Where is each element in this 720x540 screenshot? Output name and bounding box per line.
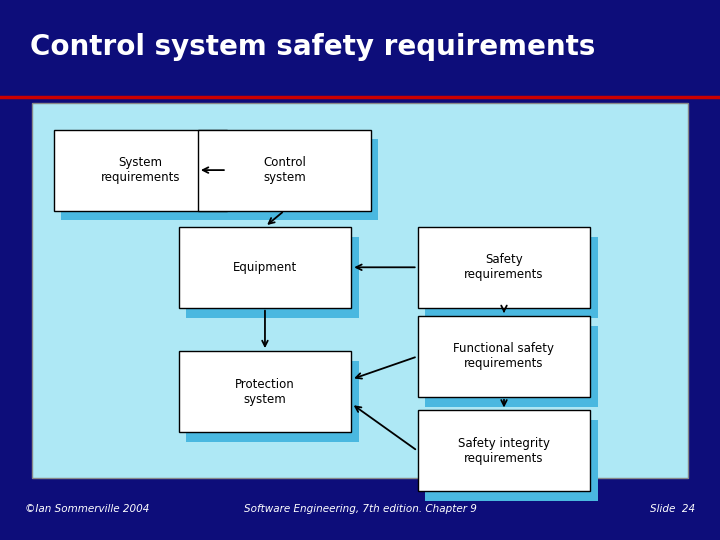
Text: Functional safety
requirements: Functional safety requirements (454, 342, 554, 370)
FancyBboxPatch shape (198, 130, 371, 211)
FancyBboxPatch shape (425, 237, 598, 318)
Bar (0, 0, 720, 94)
Text: Protection
system: Protection system (235, 377, 294, 406)
FancyBboxPatch shape (205, 139, 378, 220)
Text: Safety integrity
requirements: Safety integrity requirements (458, 437, 550, 465)
FancyBboxPatch shape (61, 139, 234, 220)
FancyBboxPatch shape (425, 326, 598, 407)
FancyBboxPatch shape (186, 361, 359, 442)
FancyBboxPatch shape (425, 420, 598, 501)
FancyBboxPatch shape (179, 227, 351, 308)
FancyBboxPatch shape (186, 237, 359, 318)
FancyBboxPatch shape (418, 410, 590, 491)
Bar (0, 483, 720, 540)
Text: ©Ian Sommerville 2004: ©Ian Sommerville 2004 (25, 504, 150, 514)
Bar (32, 103, 688, 478)
FancyBboxPatch shape (418, 316, 590, 397)
Text: System
requirements: System requirements (101, 156, 180, 184)
Text: Software Engineering, 7th edition. Chapter 9: Software Engineering, 7th edition. Chapt… (243, 504, 477, 514)
Text: Control
system: Control system (263, 156, 306, 184)
FancyBboxPatch shape (418, 227, 590, 308)
FancyBboxPatch shape (179, 351, 351, 432)
Text: Control system safety requirements: Control system safety requirements (30, 33, 595, 61)
Text: Slide  24: Slide 24 (649, 504, 695, 514)
FancyBboxPatch shape (54, 130, 227, 211)
Text: Equipment: Equipment (233, 261, 297, 274)
Text: Safety
requirements: Safety requirements (464, 253, 544, 281)
